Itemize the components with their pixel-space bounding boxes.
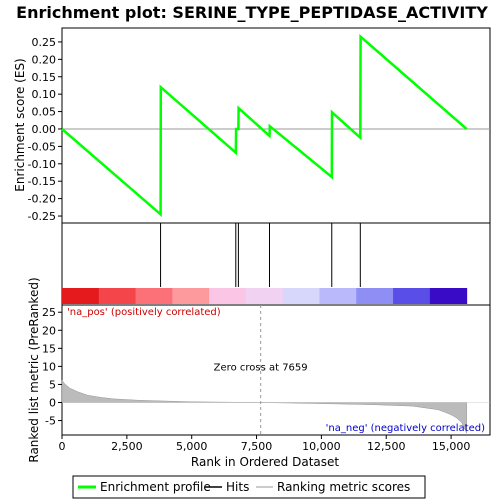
metric-y-axis: -5 0 5 10 15 20 25 xyxy=(42,306,62,428)
hits-series xyxy=(160,223,361,287)
enrichment-profile-line xyxy=(61,33,468,218)
ranking-metric-series xyxy=(61,379,490,434)
es-y-tick-label: 0.20 xyxy=(32,53,57,66)
es-y-tick-label: -0.10 xyxy=(28,158,56,171)
metric-y-tick-label: 0 xyxy=(49,397,56,410)
metric-y-tick-label: -5 xyxy=(45,415,56,428)
metric-y-tick-label: 5 xyxy=(49,378,56,391)
es-y-tick-label: -0.25 xyxy=(28,210,56,223)
legend-label-metric: Ranking metric scores xyxy=(277,480,410,494)
colorbar-segment xyxy=(209,288,247,304)
zero-cross-label: Zero cross at 7659 xyxy=(214,362,308,373)
legend-frame xyxy=(72,475,426,499)
es-y-axis: -0.25 -0.20 -0.15 -0.10 -0.05 0.00 0.05 0.10 0.1… xyxy=(28,36,62,223)
neg-correlated-label: 'na_neg' (negatively correlated) xyxy=(326,423,485,434)
metric-y-tick-label: 15 xyxy=(42,342,56,355)
x-tick-label: 12,500 xyxy=(367,440,406,453)
metric-y-tick-label: 10 xyxy=(42,360,56,373)
metric-y-tick-label: 25 xyxy=(42,306,56,319)
legend-label-hits: Hits xyxy=(226,480,249,494)
es-y-tick-label: 0.15 xyxy=(32,71,57,84)
colorbar-segment xyxy=(135,288,173,304)
colorbar-segment xyxy=(172,288,210,304)
x-tick-label: 15,000 xyxy=(432,440,471,453)
enrichment-profile-series xyxy=(61,33,468,218)
colorbar-segment xyxy=(393,288,431,304)
x-axis-label: Rank in Ordered Dataset xyxy=(191,455,339,469)
colorbar-segment xyxy=(282,288,321,304)
es-y-tick-label: 0.00 xyxy=(32,123,57,136)
es-y-tick-label: -0.20 xyxy=(28,193,56,206)
es-panel-frame xyxy=(61,27,491,224)
colorbar-segment xyxy=(245,288,284,304)
legend: Enrichment profile Hits Ranking metric s… xyxy=(72,475,426,499)
pos-correlated-label: 'na_pos' (positively correlated) xyxy=(67,307,221,318)
legend-label-enrichment: Enrichment profile xyxy=(100,480,211,494)
rank-colorbar xyxy=(62,288,468,304)
es-y-tick-label: -0.05 xyxy=(28,140,56,153)
es-y-tick-label: 0.05 xyxy=(32,106,57,119)
colorbar-segment xyxy=(319,288,357,304)
x-tick-label: 5,000 xyxy=(176,440,208,453)
chart-title: Enrichment plot: SERINE_TYPE_PEPTIDASE_A… xyxy=(16,3,488,22)
x-axis: 0 2,500 5,000 7,500 10,000 12,500 15,000 xyxy=(59,435,471,453)
colorbar-segment xyxy=(62,288,100,304)
colorbar-segment xyxy=(356,288,394,304)
es-y-tick-label: -0.15 xyxy=(28,175,56,188)
es-y-axis-label: Enrichment score (ES) xyxy=(13,58,27,191)
es-y-tick-label: 0.25 xyxy=(32,36,57,49)
x-tick-label: 2,500 xyxy=(111,440,143,453)
colorbar-segment xyxy=(98,288,137,304)
es-y-tick-label: 0.10 xyxy=(32,88,57,101)
metric-y-axis-label: Ranked list metric (PreRanked) xyxy=(27,277,41,462)
x-tick-label: 7,500 xyxy=(241,440,273,453)
metric-y-tick-label: 20 xyxy=(42,324,56,337)
colorbar-segment xyxy=(429,288,468,304)
x-tick-label: 10,000 xyxy=(302,440,341,453)
x-tick-label: 0 xyxy=(59,440,66,453)
ranking-metric-area xyxy=(61,379,467,434)
metric-panel-frame xyxy=(61,304,491,436)
